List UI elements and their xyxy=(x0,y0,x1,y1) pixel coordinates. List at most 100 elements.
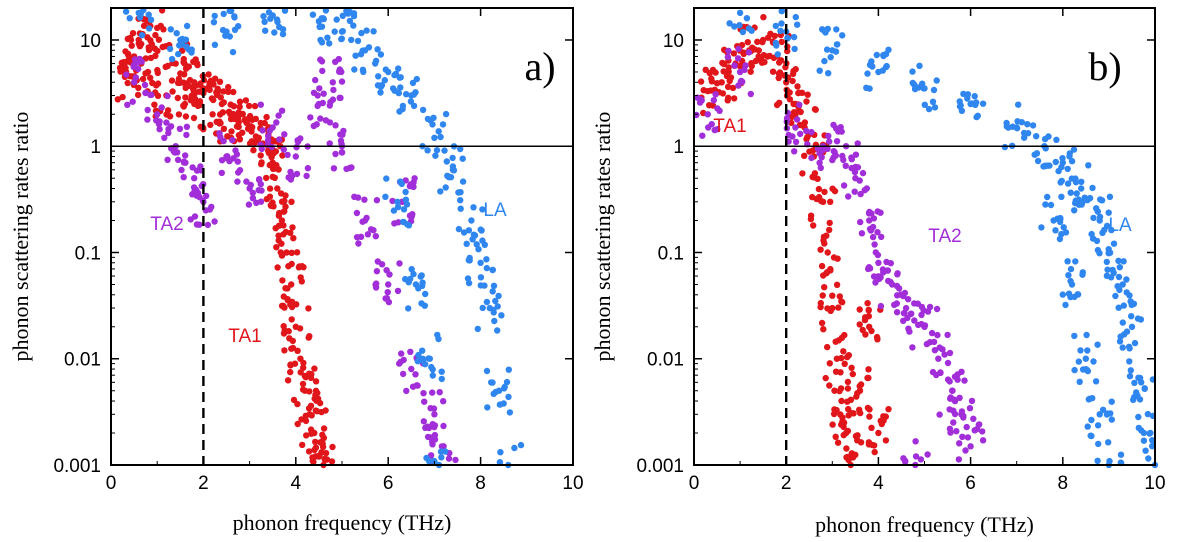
data-point xyxy=(432,152,439,159)
data-point xyxy=(396,260,403,267)
data-point xyxy=(302,374,309,381)
data-point xyxy=(1001,143,1009,151)
data-point xyxy=(748,27,755,34)
data-point xyxy=(792,138,800,146)
data-point xyxy=(1057,214,1064,222)
data-point xyxy=(378,261,386,268)
data-point xyxy=(465,227,473,234)
data-point xyxy=(275,237,282,244)
data-point xyxy=(289,344,297,352)
data-point xyxy=(774,51,781,58)
data-point xyxy=(792,13,799,21)
data-point xyxy=(338,140,345,147)
data-point xyxy=(744,39,751,46)
data-point xyxy=(483,367,491,375)
data-point xyxy=(261,18,268,25)
data-point xyxy=(397,84,404,91)
x-tick-label: 2 xyxy=(198,473,209,494)
data-point xyxy=(410,91,418,98)
data-point xyxy=(363,214,370,222)
data-point xyxy=(410,102,418,110)
data-point xyxy=(424,433,432,441)
data-point xyxy=(1071,366,1078,374)
panel-a: 0 2 4 6 8 10 0.001 0.01 0.1 1 10 phonon frequency (… xyxy=(8,6,584,535)
x-tick-label: 6 xyxy=(383,473,394,494)
data-point xyxy=(911,300,918,307)
data-point xyxy=(262,27,269,34)
data-point xyxy=(218,100,226,108)
data-point xyxy=(817,299,824,307)
data-point xyxy=(296,325,304,332)
data-point xyxy=(809,193,816,201)
data-point xyxy=(821,57,828,65)
x-axis-title: phonon frequency (THz) xyxy=(815,512,1034,537)
data-point xyxy=(292,153,299,160)
data-point xyxy=(332,122,339,129)
data-point xyxy=(723,72,731,80)
data-point xyxy=(1096,213,1104,221)
data-point xyxy=(804,91,811,98)
data-point xyxy=(1066,153,1073,160)
data-point xyxy=(833,406,840,414)
data-point xyxy=(124,101,131,109)
data-point xyxy=(827,54,834,61)
data-point xyxy=(710,97,717,104)
data-point xyxy=(279,26,287,33)
data-point xyxy=(929,98,937,106)
data-point xyxy=(319,99,326,107)
data-point xyxy=(832,433,839,440)
data-point xyxy=(269,165,277,172)
data-point xyxy=(1104,266,1111,273)
data-point xyxy=(1126,373,1134,380)
data-point xyxy=(245,201,253,208)
data-point xyxy=(809,173,816,181)
data-point xyxy=(320,425,328,432)
data-point xyxy=(958,368,965,375)
data-point xyxy=(132,74,139,81)
data-point xyxy=(127,36,135,44)
data-point xyxy=(863,185,870,192)
data-point xyxy=(1083,366,1090,373)
data-point xyxy=(375,73,382,80)
data-point xyxy=(1086,194,1094,202)
data-point xyxy=(1029,122,1037,129)
data-point xyxy=(824,269,831,276)
data-point xyxy=(359,66,367,74)
data-point xyxy=(146,25,153,32)
data-point xyxy=(294,138,302,145)
data-point xyxy=(220,10,227,18)
data-point xyxy=(279,152,286,159)
data-point xyxy=(318,15,325,22)
data-point xyxy=(918,303,926,311)
data-point xyxy=(725,94,732,102)
data-point xyxy=(317,439,324,446)
data-point xyxy=(724,83,732,91)
data-point xyxy=(383,295,391,302)
data-point xyxy=(864,374,871,382)
data-point xyxy=(865,313,872,320)
data-point xyxy=(340,127,347,135)
data-point xyxy=(442,110,450,118)
data-point xyxy=(236,98,244,105)
data-point xyxy=(1136,396,1144,403)
data-point xyxy=(697,78,705,85)
data-point xyxy=(219,26,227,34)
data-point xyxy=(419,282,426,289)
data-point xyxy=(824,305,831,312)
data-point xyxy=(1117,333,1124,340)
data-point xyxy=(494,303,501,310)
data-point xyxy=(147,16,155,23)
data-point xyxy=(459,155,466,162)
data-point xyxy=(294,420,301,428)
data-point xyxy=(1103,258,1111,266)
data-point xyxy=(173,30,180,37)
data-point xyxy=(1082,355,1090,362)
data-point xyxy=(134,91,142,99)
data-point xyxy=(1058,193,1065,200)
data-point xyxy=(826,382,833,389)
data-point xyxy=(422,290,429,298)
data-point xyxy=(414,358,421,365)
data-point xyxy=(790,100,797,108)
data-point xyxy=(402,196,410,203)
data-point xyxy=(849,370,856,378)
